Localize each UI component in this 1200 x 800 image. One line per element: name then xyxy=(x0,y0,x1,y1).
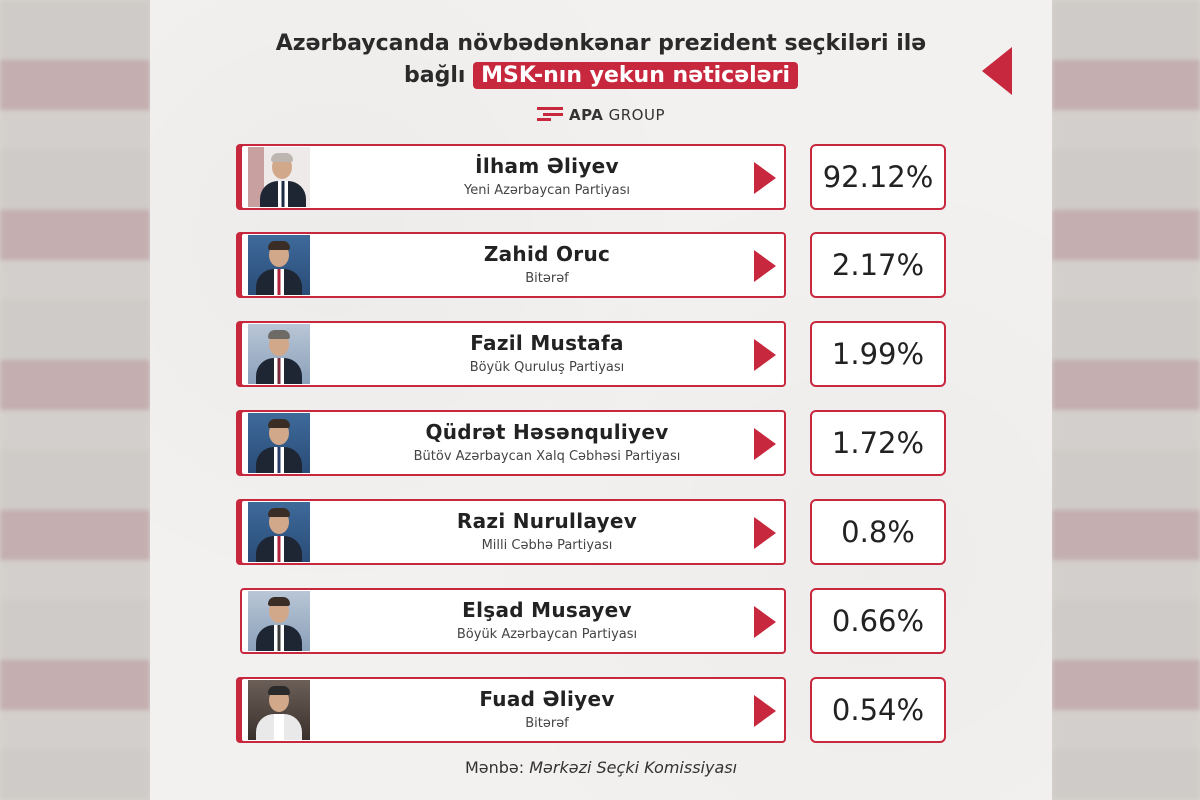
background-left xyxy=(0,0,150,800)
candidate-percent: 1.72% xyxy=(831,426,925,460)
candidate-name-box: Fazil Mustafa Böyük Quruluş Partiyası xyxy=(240,321,786,387)
apa-group-logo: APA GROUP xyxy=(150,106,1052,124)
candidate-photo xyxy=(248,235,310,295)
candidate-photo xyxy=(248,324,310,384)
candidate-row: İlham Əliyev Yeni Azərbaycan Partiyası 9… xyxy=(240,144,948,210)
candidate-party: Milli Cəbhə Partiyası xyxy=(481,538,613,553)
candidate-photo xyxy=(248,147,310,207)
candidate-photo xyxy=(248,591,310,651)
candidate-party: Bütöv Azərbaycan Xalq Cəbhəsi Partiyası xyxy=(413,449,681,464)
candidate-name: Fazil Mustafa xyxy=(470,331,624,355)
play-triangle-icon xyxy=(754,517,776,549)
play-triangle-icon xyxy=(754,606,776,638)
logo-bold-text: APA xyxy=(568,106,604,124)
source-label: Mənbə: xyxy=(464,758,525,777)
play-triangle-icon xyxy=(754,339,776,371)
candidate-name: Fuad Əliyev xyxy=(479,687,615,711)
percent-box: 0.54% xyxy=(810,677,946,743)
candidate-row: Qüdrət Həsənquliyev Bütöv Azərbaycan Xal… xyxy=(240,410,948,476)
source-value: Mərkəzi Seçki Komissiyası xyxy=(529,758,738,777)
candidate-percent: 92.12% xyxy=(822,160,934,194)
candidate-percent: 1.99% xyxy=(831,337,925,371)
play-triangle-icon xyxy=(754,250,776,282)
play-triangle-icon xyxy=(754,695,776,727)
source-footer: Mənbə: Mərkəzi Seçki Komissiyası xyxy=(150,758,1052,777)
triangle-left-icon xyxy=(982,47,1012,95)
title-line-2: bağlı MSK-nın yekun nəticələri xyxy=(150,60,1052,92)
infographic-card: Azərbaycanda növbədənkənar prezident seç… xyxy=(150,0,1052,800)
candidate-name-box: Fuad Əliyev Bitərəf xyxy=(240,677,786,743)
candidate-name: Elşad Musayev xyxy=(462,598,632,622)
candidate-name-box: Qüdrət Həsənquliyev Bütöv Azərbaycan Xal… xyxy=(240,410,786,476)
play-triangle-icon xyxy=(754,428,776,460)
percent-box: 0.66% xyxy=(810,588,946,654)
candidate-percent: 2.17% xyxy=(831,248,925,282)
candidate-party: Yeni Azərbaycan Partiyası xyxy=(464,183,630,198)
candidate-name: Razi Nurullayev xyxy=(456,509,638,533)
candidate-name-box: Elşad Musayev Böyük Azərbaycan Partiyası xyxy=(240,588,786,654)
logo-rest-text: GROUP xyxy=(608,106,665,124)
apa-logo-icon xyxy=(536,107,563,121)
candidate-party: Böyük Azərbaycan Partiyası xyxy=(456,627,638,642)
candidate-photo xyxy=(248,413,310,473)
play-triangle-icon xyxy=(754,162,776,194)
candidate-row: Fuad Əliyev Bitərəf 0.54% xyxy=(240,677,948,743)
title-line-1: Azərbaycanda növbədənkənar prezident seç… xyxy=(275,31,927,56)
title-highlight: MSK-nın yekun nəticələri xyxy=(473,62,798,89)
candidate-row: Elşad Musayev Böyük Azərbaycan Partiyası… xyxy=(240,588,948,654)
candidate-party: Böyük Quruluş Partiyası xyxy=(469,360,625,375)
candidate-row: Zahid Oruc Bitərəf 2.17% xyxy=(240,232,948,298)
background-right xyxy=(1052,0,1200,800)
candidate-name-box: İlham Əliyev Yeni Azərbaycan Partiyası xyxy=(240,144,786,210)
candidate-name-box: Zahid Oruc Bitərəf xyxy=(240,232,786,298)
candidate-party: Bitərəf xyxy=(525,716,569,731)
percent-box: 2.17% xyxy=(810,232,946,298)
candidate-name-box: Razi Nurullayev Milli Cəbhə Partiyası xyxy=(240,499,786,565)
candidate-photo xyxy=(248,680,310,740)
candidate-percent: 0.66% xyxy=(831,604,925,638)
candidate-row: Razi Nurullayev Milli Cəbhə Partiyası 0.… xyxy=(240,499,948,565)
candidate-photo xyxy=(248,502,310,562)
percent-box: 0.8% xyxy=(810,499,946,565)
percent-box: 1.99% xyxy=(810,321,946,387)
candidate-name: Qüdrət Həsənquliyev xyxy=(425,420,669,444)
candidate-percent: 0.54% xyxy=(831,693,925,727)
page-title: Azərbaycanda növbədənkənar prezident seç… xyxy=(150,28,1052,92)
candidate-name: Zahid Oruc xyxy=(483,242,611,266)
percent-box: 92.12% xyxy=(810,144,946,210)
title-line-2-plain: bağlı xyxy=(404,63,466,88)
candidate-row: Fazil Mustafa Böyük Quruluş Partiyası 1.… xyxy=(240,321,948,387)
candidate-party: Bitərəf xyxy=(525,271,569,286)
candidate-name: İlham Əliyev xyxy=(475,154,619,178)
candidate-percent: 0.8% xyxy=(841,515,915,549)
percent-box: 1.72% xyxy=(810,410,946,476)
